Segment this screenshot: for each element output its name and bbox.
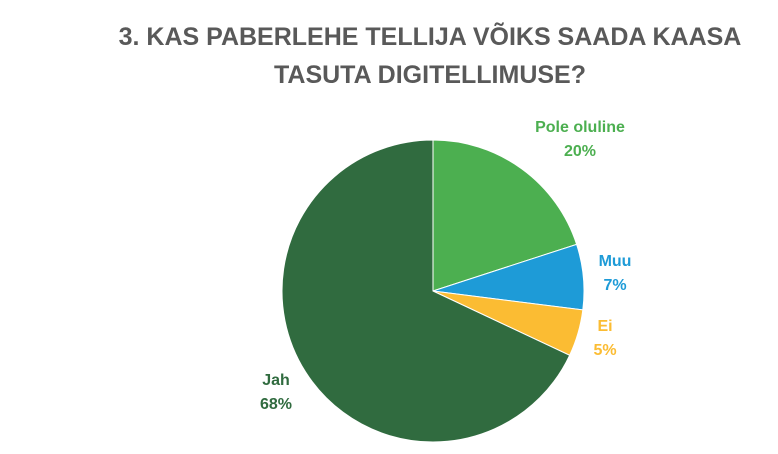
pie-slice <box>432 139 578 292</box>
slice-value-label: 20% <box>564 143 596 160</box>
slice-value-label: 5% <box>593 342 616 359</box>
slice-value-label: 7% <box>603 277 626 294</box>
pie-slice <box>281 139 571 443</box>
slice-label: Ei <box>597 318 612 335</box>
slice-label: Muu <box>599 253 632 270</box>
chart-title: 3. KAS PABERLEHE TELLIJA VÕIKS SAADA KAA… <box>118 23 742 89</box>
slice-value-label: 68% <box>260 396 292 413</box>
slice-label: Pole oluline <box>535 119 625 136</box>
slice-label: Jah <box>262 372 290 389</box>
